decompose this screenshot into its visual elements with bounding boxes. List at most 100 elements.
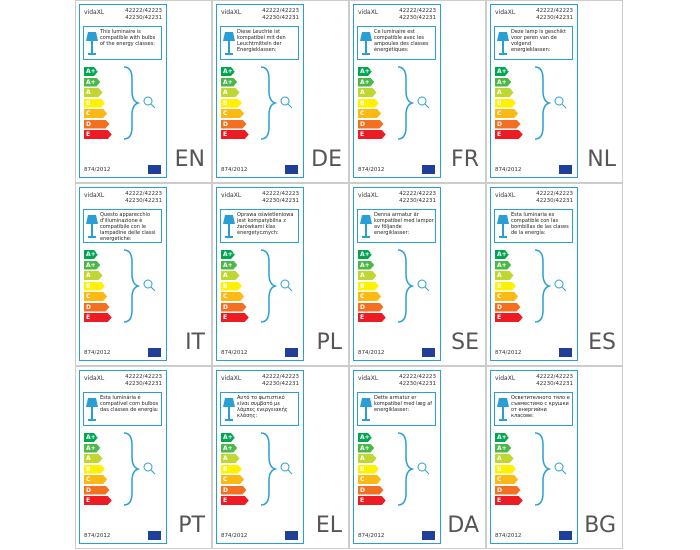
product-code: 42230/42231: [536, 198, 573, 204]
energy-label: vidaXL 42222/42223 42230/42231 Deze lamp is…: [490, 4, 578, 178]
energy-class: B: [358, 281, 379, 291]
product-code: 42222/42223: [262, 374, 299, 380]
product-codes: 42222/42223 42230/42231: [262, 191, 299, 205]
info-box: Diese Leuchte ist kompatibel mit den Leu…: [220, 26, 299, 60]
compatibility-text: Diese Leuchte ist kompatibel mit den Leu…: [237, 29, 286, 53]
energy-class: A++: [221, 67, 238, 76]
brace-bulb: [260, 66, 293, 140]
energy-class: C: [221, 292, 245, 301]
brand: vidaXL: [495, 9, 516, 16]
info-box: Dette armatur er kompatibel med læg af e…: [357, 392, 436, 426]
eu-flag: [422, 531, 435, 540]
product-code: 42222/42223: [399, 8, 436, 14]
regulation: 874/2012: [358, 167, 385, 173]
lamp-icon: [86, 215, 98, 238]
brand: vidaXL: [84, 192, 105, 199]
product-code: 42230/42231: [536, 15, 573, 21]
product-code: 42222/42223: [262, 191, 299, 197]
regulation: 874/2012: [358, 533, 385, 539]
info-box: This luminaire is compatible with bulbs …: [83, 26, 162, 60]
eu-flag: [559, 531, 572, 540]
label-cell: vidaXL 42222/42223 42230/42231 Questo appar…: [75, 183, 212, 366]
energy-class: E: [495, 496, 523, 505]
info-box: Esta luminaria es compatible con las bom…: [494, 209, 573, 243]
energy-class: A++: [84, 67, 101, 76]
energy-class: A: [221, 88, 240, 97]
energy-class: A+: [495, 260, 512, 270]
energy-class: B: [495, 464, 516, 474]
label-cell: vidaXL 42222/42223 42230/42231 Dette armatu…: [349, 366, 486, 549]
compatibility-text: Questo apparecchio d'illuminazione è com…: [100, 212, 156, 242]
brace-bulb: [534, 249, 567, 323]
energy-class: D: [221, 119, 247, 129]
regulation: 874/2012: [221, 533, 248, 539]
brace-bulb: [397, 249, 430, 323]
product-code: 42230/42231: [536, 381, 573, 387]
energy-class: A: [84, 454, 103, 463]
language-code: IT: [185, 330, 205, 355]
product-codes: 42222/42223 42230/42231: [125, 374, 162, 388]
energy-class: A+: [495, 443, 512, 453]
energy-class: B: [495, 98, 516, 108]
energy-class: A+: [358, 260, 375, 270]
product-code: 42230/42231: [125, 198, 162, 204]
language-code: BG: [584, 513, 616, 538]
label-cell: vidaXL 42222/42223 42230/42231 Осветителнот…: [486, 366, 623, 549]
energy-class: A+: [84, 260, 101, 270]
info-box: Denna armatur är kompatibel med lampor a…: [357, 209, 436, 243]
compatibility-text: Esta luminária é compatível com bulbos d…: [100, 395, 159, 413]
eu-flag: [285, 531, 298, 540]
brand: vidaXL: [84, 375, 105, 382]
regulation: 874/2012: [221, 167, 248, 173]
energy-class: E: [358, 313, 386, 322]
product-codes: 42222/42223 42230/42231: [399, 8, 436, 22]
eu-flag: [422, 165, 435, 174]
info-box: Αυτό το φωτιστικό είναι συμβατό με λάμπε…: [220, 392, 299, 426]
compatibility-text: Denna armatur är kompatibel med lampor a…: [374, 212, 434, 236]
regulation: 874/2012: [495, 167, 522, 173]
energy-class: E: [495, 130, 523, 139]
energy-class: C: [84, 475, 108, 484]
product-codes: 42222/42223 42230/42231: [536, 8, 573, 22]
energy-label: vidaXL 42222/42223 42230/42231 Ce luminaire…: [353, 4, 441, 178]
energy-class: B: [221, 464, 242, 474]
label-cell: vidaXL 42222/42223 42230/42231 Esta luminar…: [486, 183, 623, 366]
brand: vidaXL: [495, 192, 516, 199]
product-code: 42222/42223: [125, 191, 162, 197]
energy-class: C: [358, 109, 382, 118]
label-cell: vidaXL 42222/42223 42230/42231 Deze lamp is…: [486, 0, 623, 183]
energy-class: B: [84, 281, 105, 291]
product-code: 42230/42231: [399, 381, 436, 387]
energy-class: A++: [358, 67, 375, 76]
energy-class: A+: [495, 77, 512, 87]
compatibility-text: Dette armatur er kompatibel med læg af e…: [374, 395, 433, 413]
compatibility-text: Deze lamp is geschikt voor peren van de …: [511, 29, 566, 53]
energy-class: D: [221, 485, 247, 495]
lamp-icon: [360, 398, 372, 421]
energy-class: A: [84, 271, 103, 280]
lamp-icon: [223, 215, 235, 238]
energy-label: vidaXL 42222/42223 42230/42231 Denna armatu…: [353, 187, 441, 361]
language-code: SE: [451, 330, 479, 355]
language-code: DA: [447, 513, 479, 538]
energy-label: vidaXL 42222/42223 42230/42231 This luminai…: [79, 4, 167, 178]
regulation: 874/2012: [84, 533, 111, 539]
energy-class: B: [495, 281, 516, 291]
energy-class: D: [495, 119, 521, 129]
energy-class: E: [84, 496, 112, 505]
regulation: 874/2012: [495, 533, 522, 539]
energy-label: vidaXL 42222/42223 42230/42231 Esta luminár…: [79, 370, 167, 544]
energy-class: A++: [84, 433, 101, 442]
energy-label: vidaXL 42222/42223 42230/42231 Oprawa oświe…: [216, 187, 304, 361]
language-code: NL: [587, 147, 616, 172]
energy-label: vidaXL 42222/42223 42230/42231 Αυτό το φωτι…: [216, 370, 304, 544]
energy-class: C: [358, 292, 382, 301]
energy-class: E: [358, 130, 386, 139]
product-code: 42230/42231: [262, 381, 299, 387]
regulation: 874/2012: [221, 350, 248, 356]
regulation: 874/2012: [495, 350, 522, 356]
energy-class: D: [84, 485, 110, 495]
lamp-icon: [86, 32, 98, 55]
energy-class: E: [221, 496, 249, 505]
info-box: Ce luminaire est compatible avec les amp…: [357, 26, 436, 60]
